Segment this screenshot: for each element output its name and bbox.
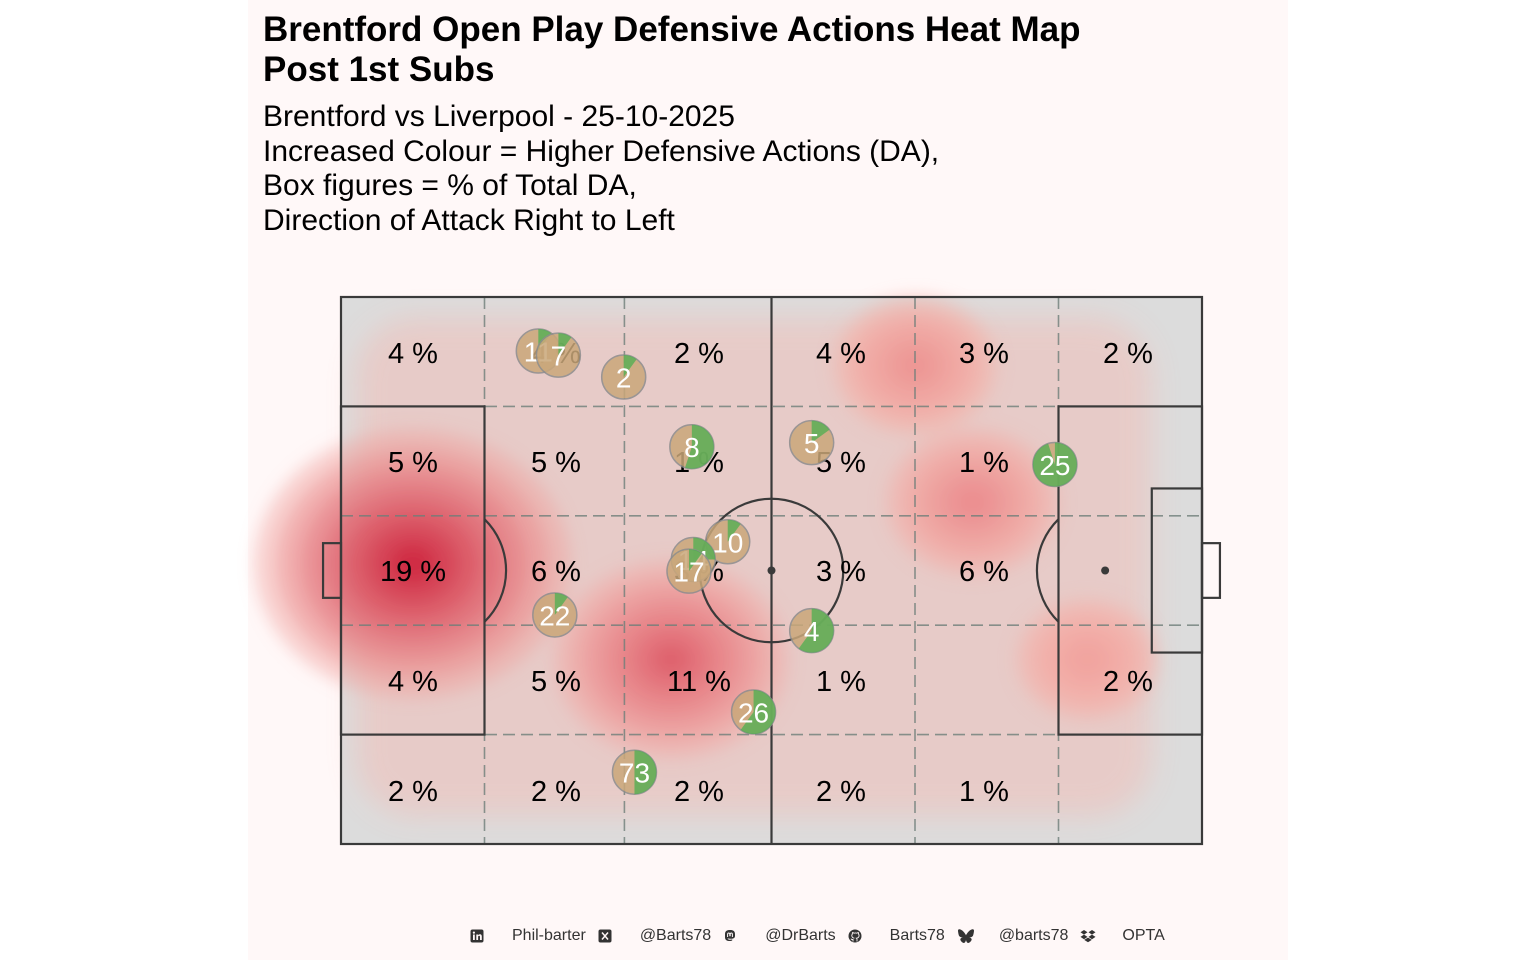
player-number: 8: [684, 432, 700, 463]
data-source: OPTA: [1122, 927, 1165, 944]
zone-percent-label: 4 %: [816, 338, 866, 370]
subtitle-line: Increased Colour = Higher Defensive Acti…: [263, 134, 940, 168]
chart-subtitle: Brentford vs Liverpool - 25-10-2025 Incr…: [263, 100, 939, 238]
zone-labels: 4 % 4 % 2 % 4 % 3 % 2 % 5 % 5 % 1 % 5 % 1 % 19 % 6 %…: [380, 338, 1153, 808]
zone-percent-label: 4 %: [388, 338, 438, 370]
zone-percent-label: 5 %: [531, 666, 581, 698]
heat-contour: [654, 645, 688, 674]
zone-percent-label: 2 %: [674, 776, 724, 808]
player-marker[interactable]: 5: [788, 419, 835, 466]
player-number: 5: [804, 428, 820, 459]
player-marker-share: [623, 354, 637, 377]
github-handle: Barts78: [889, 927, 945, 944]
player-number: 10: [712, 527, 743, 558]
bluesky-icon[interactable]: [957, 929, 974, 943]
player-number: 26: [738, 698, 769, 729]
player-marker-share: [688, 549, 702, 572]
dropbox-icon[interactable]: [1080, 929, 1096, 943]
player-marker[interactable]: 10: [704, 519, 751, 565]
chart-title: Brentford Open Play Defensive Actions He…: [263, 10, 1081, 90]
zone-percent-label: 2 %: [388, 776, 438, 808]
zone-percent-label: 11 %: [667, 666, 731, 698]
player-marker[interactable]: 25: [1032, 441, 1078, 488]
x-handle: @Barts78: [639, 927, 712, 944]
title-line: Post 1st Subs: [263, 50, 495, 89]
zone-percent-label: 2 %: [1103, 666, 1153, 698]
x-twitter-icon[interactable]: [598, 929, 612, 943]
left-penalty-arc: [483, 518, 508, 623]
player-marker-share: [811, 420, 830, 443]
subtitle-line: Direction of Attack Right to Left: [263, 203, 675, 237]
zone-percent-label: 2 %: [674, 338, 724, 370]
zone-percent-label: 5 %: [388, 447, 438, 479]
zone-percent-label: 1 %: [816, 666, 866, 698]
player-marker-share: [554, 592, 568, 615]
zone-percent-label: 5 %: [531, 447, 581, 479]
mastodon-icon[interactable]: [723, 929, 737, 943]
subtitle-line: Box figures = % of Total DA,: [263, 169, 637, 202]
right-penalty-spot: [1101, 566, 1110, 575]
subtitle-line: Brentford vs Liverpool - 25-10-2025: [263, 100, 735, 133]
linkedin-handle: Phil-barter: [512, 927, 586, 944]
player-marker[interactable]: 7: [535, 332, 582, 378]
player-marker[interactable]: 22: [532, 592, 578, 638]
player-marker-share: [1032, 442, 1077, 487]
zone-percent-label: 3 %: [816, 556, 866, 588]
footer-credits: Phil-barter @Barts78 @DrBarts Barts78 @b…: [470, 924, 1177, 948]
zone-percent-label: 1 %: [959, 447, 1009, 479]
player-marker[interactable]: 8: [669, 423, 715, 470]
player-marker-share: [798, 608, 834, 653]
zone-percent-label: 19 %: [380, 556, 446, 588]
centre-spot: [767, 566, 776, 575]
zone-percent-label: 2 %: [1103, 338, 1153, 370]
player-number: 73: [619, 758, 650, 789]
player-marker-share: [727, 519, 741, 542]
player-markers: 117285251014172242673: [515, 328, 1078, 795]
linkedin-icon[interactable]: [470, 929, 484, 943]
player-number: 17: [673, 557, 704, 588]
right-penalty-arc: [1035, 518, 1060, 623]
player-number: 22: [539, 600, 570, 631]
zone-percent-label: 6 %: [531, 556, 581, 588]
zone-percent-label: 2 %: [816, 776, 866, 808]
player-marker[interactable]: 17: [666, 548, 712, 594]
zone-percent-label: 3 %: [959, 338, 1009, 370]
player-marker-share: [685, 424, 714, 469]
title-line: Brentford Open Play Defensive Actions He…: [263, 10, 1081, 49]
player-marker[interactable]: 73: [611, 749, 658, 795]
heat-contour: [1076, 650, 1098, 669]
heat-contour: [390, 544, 436, 583]
player-marker[interactable]: 2: [600, 354, 647, 400]
player-marker-share: [558, 333, 572, 356]
zone-percent-label: 6 %: [959, 556, 1009, 588]
player-marker-share: [740, 690, 776, 735]
github-icon[interactable]: [848, 929, 862, 943]
mastodon-handle: @DrBarts: [765, 927, 836, 944]
zone-percent-label: 4 %: [388, 666, 438, 698]
player-number: 7: [551, 341, 567, 372]
bluesky-handle: @barts78: [998, 927, 1069, 944]
heat-contour: [903, 355, 927, 376]
player-marker-share: [634, 750, 657, 795]
player-number: 2: [616, 362, 632, 393]
player-number: 25: [1039, 450, 1070, 481]
player-number: 4: [804, 616, 820, 647]
zone-percent-label: 2 %: [531, 776, 581, 808]
heat-density-layer: [254, 295, 1160, 817]
player-marker[interactable]: 26: [730, 689, 777, 735]
player-marker[interactable]: 4: [788, 607, 835, 654]
zone-percent-label: 1 %: [959, 776, 1009, 808]
left-goal: [321, 542, 343, 599]
pitch-markings: [321, 295, 1222, 846]
heat-contour: [959, 491, 985, 513]
right-goal: [1200, 542, 1222, 599]
